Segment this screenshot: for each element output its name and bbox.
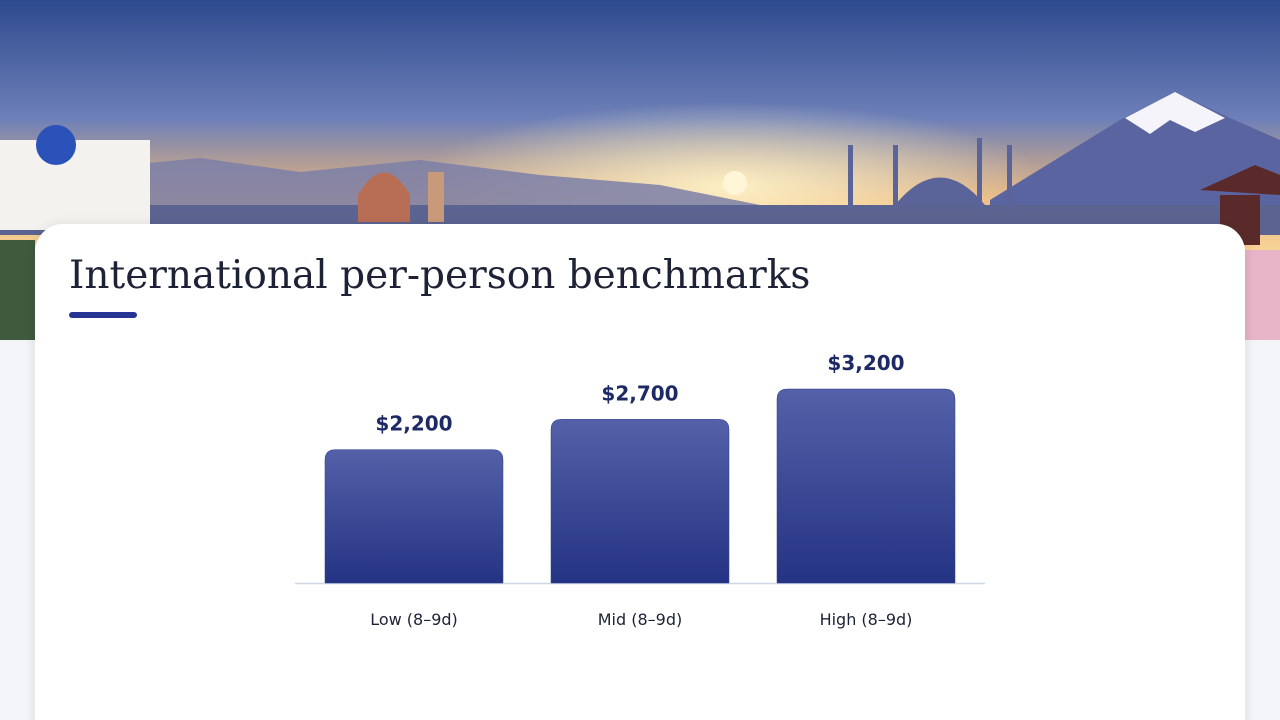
value-label: $3,200	[827, 351, 904, 375]
x-tick-label: Mid (8–9d)	[598, 610, 683, 629]
header-scene	[0, 0, 1280, 340]
chart-title: International per-person benchmarks	[69, 253, 810, 298]
x-tick-label: Low (8–9d)	[370, 610, 458, 629]
value-label: $2,700	[601, 381, 678, 405]
value-label: $2,200	[375, 412, 452, 436]
title-underline	[69, 312, 137, 318]
bar	[776, 388, 956, 584]
bar	[550, 419, 730, 584]
x-tick-label: High (8–9d)	[820, 610, 913, 629]
bar	[324, 449, 504, 584]
